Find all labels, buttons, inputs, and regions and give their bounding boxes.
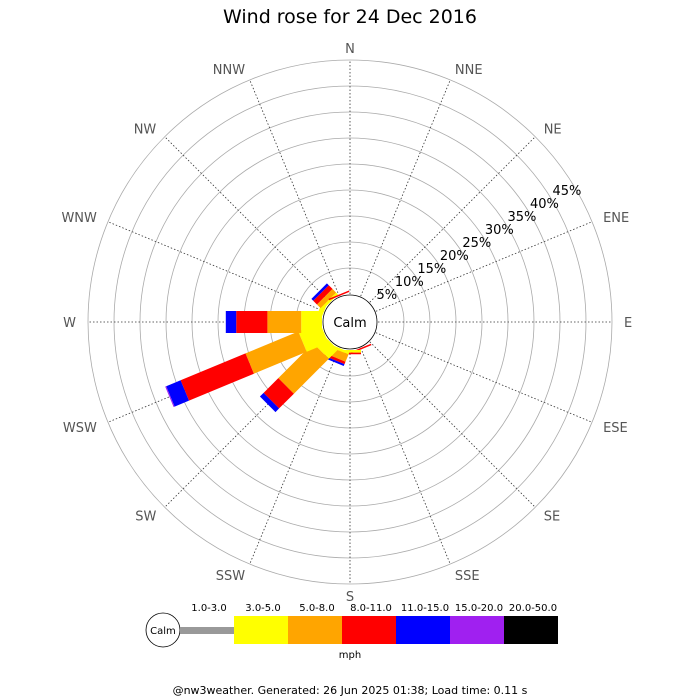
ring-label: 35% xyxy=(507,210,536,225)
bar-segment-sw-3 xyxy=(263,378,294,409)
chart-title: Wind rose for 24 Dec 2016 xyxy=(223,6,477,28)
ring-label: 25% xyxy=(462,236,491,251)
spoke-line-nne xyxy=(360,79,451,297)
direction-label-ne: NE xyxy=(544,122,562,137)
legend-swatch-2 xyxy=(288,616,342,644)
grid-ring xyxy=(165,137,535,507)
bar-segment-wsw-5 xyxy=(165,386,175,407)
calm-circle xyxy=(322,294,378,350)
spoke-line-wnw xyxy=(107,221,325,312)
legend-calm-label: Calm xyxy=(150,626,176,637)
direction-label-w: W xyxy=(63,316,76,331)
bars-group xyxy=(165,283,372,413)
legend-bin-label-6: 20.0-50.0 xyxy=(509,603,557,614)
grid-ring xyxy=(87,59,613,585)
direction-label-nnw: NNW xyxy=(213,63,245,78)
legend: Calm 1.0-3.0 3.0-5.0 5.0-8.0 8.0-11.0 11.0-15… xyxy=(145,603,558,661)
legend-swatch-1 xyxy=(234,616,288,644)
bar-segment-nw-2 xyxy=(316,288,337,309)
ring-label: 5% xyxy=(376,288,397,303)
spoke-line-nnw xyxy=(249,79,340,297)
direction-label-sse: SSE xyxy=(455,569,480,584)
spoke-line-ne xyxy=(369,136,536,303)
bar-segment-nw-4 xyxy=(311,283,329,301)
grid-ring xyxy=(217,189,483,455)
spoke-line-ene xyxy=(375,221,593,312)
spoke-line-nw xyxy=(164,136,331,303)
ring-label: 20% xyxy=(440,249,469,264)
bar-segment-w-3 xyxy=(236,311,268,333)
spoke-line-ssw xyxy=(249,347,340,565)
direction-label-s: S xyxy=(346,590,354,605)
ring-label: 40% xyxy=(530,197,559,212)
legend-bin-label-3: 8.0-11.0 xyxy=(350,603,392,614)
ring-label: 45% xyxy=(552,184,581,199)
spoke-line-ese xyxy=(375,332,593,423)
legend-bin-label-2: 5.0-8.0 xyxy=(299,603,334,614)
bar-segment-nw-3 xyxy=(313,285,333,305)
direction-label-nw: NW xyxy=(134,122,157,137)
bar-segment-wsw-2 xyxy=(245,331,307,374)
bar-segment-wsw-3 xyxy=(180,353,254,401)
bar-segment-w-4 xyxy=(225,311,237,333)
bar-segment-wsw-4 xyxy=(166,380,189,407)
direction-label-se: SE xyxy=(544,510,560,525)
direction-label-nne: NNE xyxy=(455,63,483,78)
direction-label-e: E xyxy=(624,316,632,331)
direction-label-wnw: WNW xyxy=(61,211,97,226)
spoke-line-se xyxy=(369,341,536,508)
legend-swatch-4 xyxy=(396,616,450,644)
direction-label-wsw: WSW xyxy=(63,421,97,436)
direction-label-ssw: SSW xyxy=(216,569,246,584)
legend-swatch-0 xyxy=(180,627,234,634)
direction-label-ene: ENE xyxy=(603,211,629,226)
ring-label: 10% xyxy=(395,275,424,290)
calm-label: Calm xyxy=(333,316,366,331)
footer-credit: @nw3weather. Generated: 26 Jun 2025 01:3… xyxy=(172,684,528,697)
bar-segment-w-2 xyxy=(267,311,302,333)
bar-segment-nnw-3 xyxy=(328,290,350,301)
bar-segment-sw-4 xyxy=(259,392,280,413)
legend-swatch-6 xyxy=(504,616,558,644)
legend-bin-label-0: 1.0-3.0 xyxy=(191,603,226,614)
spoke-line-sse xyxy=(360,347,451,565)
ring-label: 15% xyxy=(417,262,446,277)
ring-label: 30% xyxy=(485,223,514,238)
legend-swatch-5 xyxy=(450,616,504,644)
legend-bin-label-5: 15.0-20.0 xyxy=(455,603,503,614)
legend-bin-label-1: 3.0-5.0 xyxy=(245,603,280,614)
direction-label-sw: SW xyxy=(135,510,156,525)
legend-bin-label-4: 11.0-15.0 xyxy=(401,603,449,614)
direction-label-n: N xyxy=(345,42,355,57)
direction-label-ese: ESE xyxy=(603,421,628,436)
legend-swatch-3 xyxy=(342,616,396,644)
legend-unit-label: mph xyxy=(339,650,361,661)
bar-segment-sw-2 xyxy=(278,343,329,394)
grid-group xyxy=(87,59,613,585)
